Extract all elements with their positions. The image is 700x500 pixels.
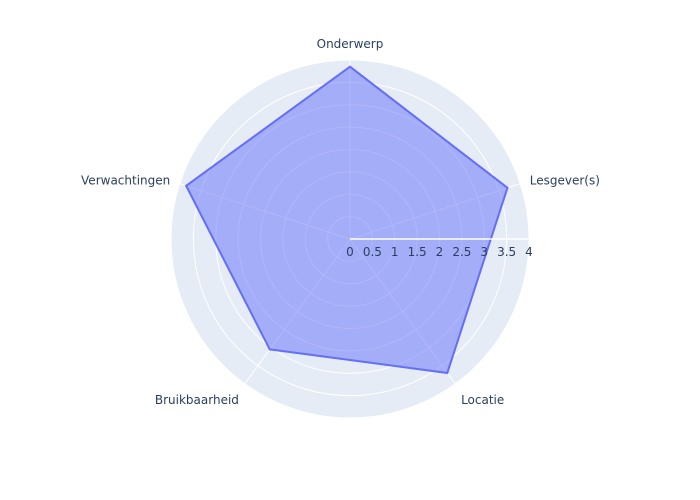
- data-point-verwachtingen: [185, 184, 188, 187]
- angular-label-verwachtingen: Verwachtingen: [81, 174, 170, 188]
- angular-label-onderwerp: Onderwerp: [317, 37, 384, 51]
- radial-tick-label: 2: [436, 245, 444, 259]
- radial-tick-labels: 0 0.5 1 1.5 2 2.5 3 3.5 4: [346, 245, 533, 259]
- radial-tick-label: 3: [480, 245, 488, 259]
- angular-label-lesgever-s-: Lesgever(s): [530, 174, 600, 188]
- radial-tick-label: 1: [391, 245, 399, 259]
- angular-axis-labels: Onderwerp Lesgever(s) Locatie Bruikbaarheid…: [81, 37, 600, 407]
- radial-tick-label: 0: [346, 245, 354, 259]
- radial-tick-label: 2.5: [452, 245, 471, 259]
- series-points: [185, 65, 509, 374]
- data-point-onderwerp: [349, 65, 351, 68]
- data-point-lesgever-s-: [506, 186, 509, 189]
- radial-tick-label: 0.5: [363, 245, 382, 259]
- series-area: [185, 65, 509, 374]
- data-point-bruikbaarheid: [268, 348, 271, 351]
- radial-tick-label: 4: [525, 245, 533, 259]
- angular-label-bruikbaarheid: Bruikbaarheid: [155, 393, 239, 407]
- radial-tick-label: 3.5: [497, 245, 516, 259]
- angular-label-locatie: Locatie: [461, 393, 504, 407]
- radial-tick-label: 1.5: [408, 245, 427, 259]
- data-point-locatie: [446, 371, 449, 374]
